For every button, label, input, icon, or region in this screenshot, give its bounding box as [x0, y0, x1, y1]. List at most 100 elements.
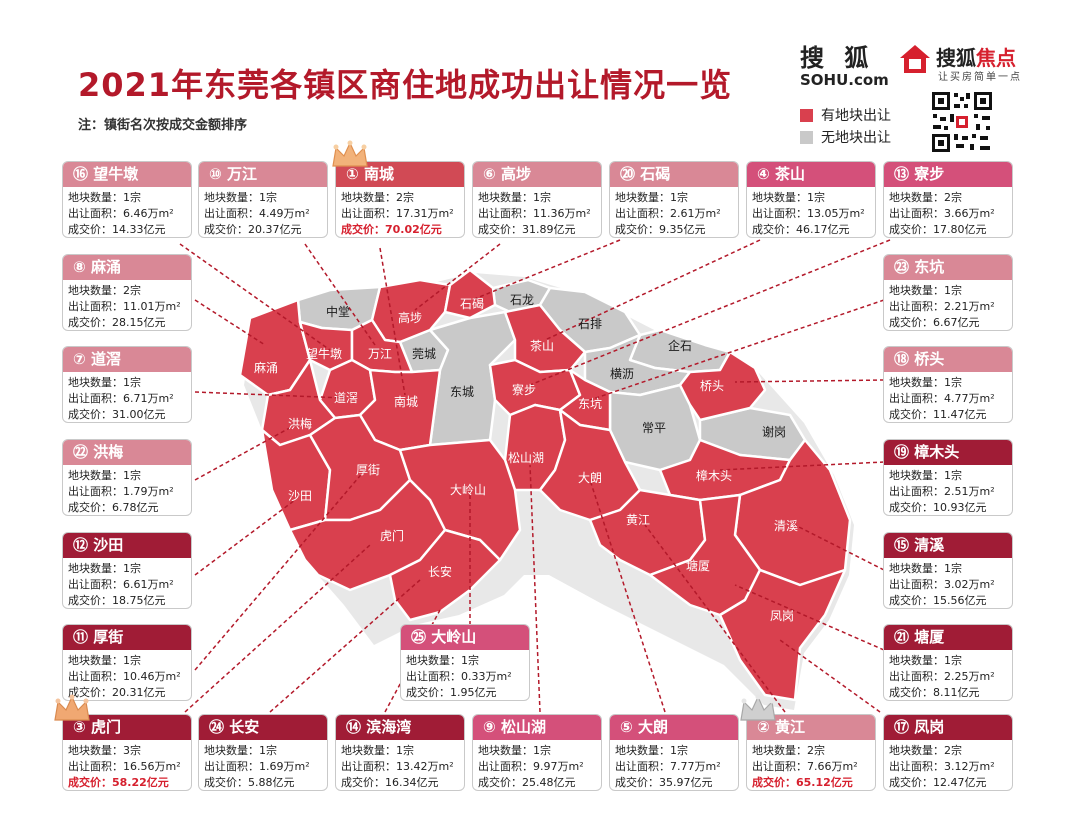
town-name: 望牛墩	[93, 165, 139, 183]
area: 9.97万m²	[533, 760, 584, 773]
rank-badge: ㉕	[411, 628, 427, 646]
card-header: ⑲ 樟木头	[884, 440, 1012, 465]
price: 6.78亿元	[112, 501, 159, 514]
price-row: 成交价：20.31亿元	[68, 685, 191, 700]
rank-badge: ⑩	[209, 165, 222, 183]
card-songshanhu: ⑨ 松山湖 地块数量：1宗 出让面积：9.97万m² 成交价：25.48亿元	[472, 714, 602, 791]
leader-line-gaobu	[414, 243, 501, 311]
area: 2.21万m²	[944, 300, 995, 313]
silver-crown-icon	[740, 694, 776, 721]
legend-swatch-red	[800, 108, 813, 122]
town-name: 东坑	[914, 258, 945, 276]
area-label: 出让面积：	[752, 207, 807, 220]
area-row: 出让面积：2.51万m²	[889, 484, 1012, 500]
price: 6.67亿元	[933, 316, 980, 329]
land-count-row: 地块数量：1宗	[615, 190, 738, 206]
price: 25.48亿元	[522, 776, 576, 789]
land-count-label: 地块数量：	[889, 191, 944, 204]
map-label-changping: 常平	[642, 421, 666, 435]
land-count: 1宗	[533, 191, 551, 204]
price-label: 成交价：	[204, 776, 248, 789]
area-row: 出让面积：7.66万m²	[752, 759, 875, 775]
price: 31.89亿元	[522, 223, 576, 236]
price-row: 成交价：18.75亿元	[68, 593, 191, 608]
sohu-logo-cn: 搜 狐	[800, 44, 875, 72]
legend-item-without-land: 无地块出让	[800, 126, 891, 148]
town-name: 凤岗	[914, 718, 945, 736]
qr-code-icon[interactable]	[930, 90, 994, 154]
leader-line-wangniudun	[179, 243, 331, 351]
land-count: 2宗	[807, 744, 825, 757]
land-count: 1宗	[944, 562, 962, 575]
land-count-label: 地块数量：	[204, 191, 259, 204]
region-fenggang	[718, 568, 847, 702]
rank-badge: ⑤	[620, 718, 633, 736]
card-gaobu: ⑥ 高埗 地块数量：1宗 出让面积：11.36万m² 成交价：31.89亿元	[472, 161, 602, 238]
card-houjie: ⑪ 厚街 地块数量：1宗 出让面积：10.46万m² 成交价：20.31亿元	[62, 624, 192, 701]
map-label-wanjiang: 万江	[368, 347, 392, 361]
town-name: 高埗	[500, 165, 531, 183]
price-label: 成交价：	[406, 686, 450, 699]
price-row: 成交价：46.17亿元	[752, 222, 875, 237]
price-label: 成交价：	[752, 223, 796, 236]
area-label: 出让面积：	[889, 207, 944, 220]
region-qiaotou	[678, 350, 767, 422]
area: 1.79万m²	[123, 485, 174, 498]
card-header: ㉔ 长安	[199, 715, 327, 740]
land-count-row: 地块数量：1宗	[68, 561, 191, 577]
area-label: 出让面积：	[341, 760, 396, 773]
town-name: 桥头	[914, 350, 945, 368]
town-name: 洪梅	[93, 443, 124, 461]
rank-badge: ㉒	[73, 443, 89, 461]
map-label-hengli: 横沥	[610, 367, 634, 381]
area-row: 出让面积：6.71万m²	[68, 391, 191, 407]
price: 10.93亿元	[933, 501, 987, 514]
area: 7.77万m²	[670, 760, 721, 773]
page-title: 2021年东莞各镇区商住地成功出让情况一览	[78, 66, 733, 104]
leader-line-dongkeng	[589, 299, 885, 401]
area-label: 出让面积：	[68, 207, 123, 220]
map-label-zhangmutou: 樟木头	[696, 468, 732, 483]
area: 2.51万m²	[944, 485, 995, 498]
rank-badge: ⑳	[620, 165, 636, 183]
rank-badge: ㉓	[894, 258, 910, 276]
area-row: 出让面积：3.12万m²	[889, 759, 1012, 775]
area-row: 出让面积：9.97万m²	[478, 759, 601, 775]
map-label-fenggang: 凤岗	[770, 609, 794, 623]
map-label-guancheng: 莞城	[412, 347, 436, 361]
rank-badge: ⑱	[894, 350, 910, 368]
land-count-label: 地块数量：	[752, 191, 807, 204]
land-count-row: 地块数量：1宗	[68, 653, 191, 669]
price: 16.34亿元	[385, 776, 439, 789]
rank-badge: ⑬	[894, 165, 910, 183]
area-row: 出让面积：2.61万m²	[615, 206, 738, 222]
town-name: 樟木头	[914, 443, 960, 461]
land-count-row: 地块数量：2宗	[341, 190, 464, 206]
price-label: 成交价：	[752, 776, 796, 789]
card-header: ㉕ 大岭山	[401, 625, 529, 650]
leader-line-huangjiang	[644, 524, 786, 713]
price: 28.15亿元	[112, 316, 166, 329]
card-shijie: ⑳ 石碣 地块数量：1宗 出让面积：2.61万m² 成交价：9.35亿元	[609, 161, 739, 238]
land-count: 1宗	[944, 284, 962, 297]
map-label-shijie: 石碣	[460, 297, 484, 311]
card-binhaiwan: ⑭ 滨海湾 地块数量：1宗 出让面积：13.42万m² 成交价：16.34亿元	[335, 714, 465, 791]
card-header: ⑳ 石碣	[610, 162, 738, 187]
leader-line-zhangmutou	[719, 461, 885, 471]
leader-line-tangxia	[734, 584, 885, 651]
land-count-row: 地块数量：1宗	[889, 653, 1012, 669]
land-count-row: 地块数量：1宗	[889, 283, 1012, 299]
price: 18.75亿元	[112, 594, 166, 607]
price-row: 成交价：5.88亿元	[204, 775, 327, 790]
town-name: 滨海湾	[366, 718, 412, 736]
area-label: 出让面积：	[889, 392, 944, 405]
land-count-row: 地块数量：1宗	[615, 743, 738, 759]
town-name: 松山湖	[500, 718, 546, 736]
price-row: 成交价：25.48亿元	[478, 775, 601, 790]
map-label-machong: 麻涌	[254, 360, 278, 375]
card-humen: ③ 虎门 地块数量：3宗 出让面积：16.56万m² 成交价：58.22亿元	[62, 714, 192, 791]
town-name: 塘厦	[914, 628, 945, 646]
area-label: 出让面积：	[68, 300, 123, 313]
focus-logo-slogan: 让买房简单一点	[938, 72, 1022, 83]
rank-badge: ①	[346, 165, 359, 183]
